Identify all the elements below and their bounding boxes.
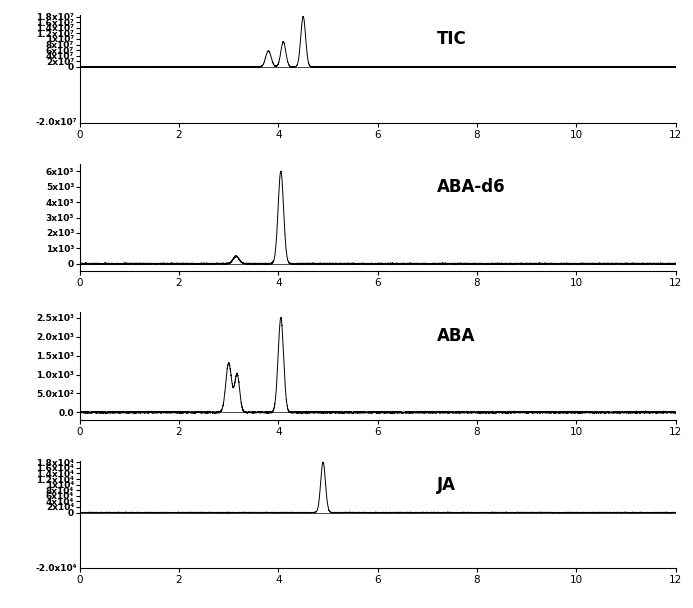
Text: -2.0x10⁷: -2.0x10⁷ bbox=[35, 119, 77, 127]
Text: TIC: TIC bbox=[437, 30, 467, 48]
Text: JA: JA bbox=[437, 475, 456, 494]
Text: ABA-d6: ABA-d6 bbox=[437, 178, 506, 196]
Text: -2.0x10⁴: -2.0x10⁴ bbox=[35, 564, 77, 573]
Text: ABA: ABA bbox=[437, 327, 475, 345]
